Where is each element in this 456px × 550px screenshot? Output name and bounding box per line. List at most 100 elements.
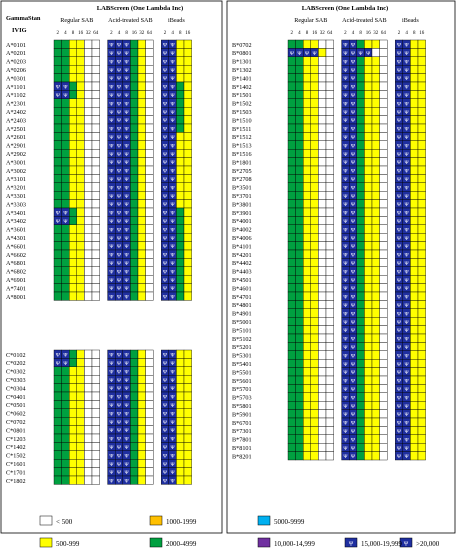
psi-mark: Ψ [171,261,176,267]
heat-cell [183,475,192,485]
psi-mark: Ψ [117,202,122,208]
psi-mark: Ψ [125,118,130,124]
heat-cell [379,359,388,368]
heat-cell [91,417,100,426]
heat-cell [310,39,319,49]
psi-mark: Ψ [405,127,410,133]
heat-cell [371,199,380,209]
psi-mark: Ψ [343,328,348,334]
heat-cell [356,182,365,192]
heat-cell [417,367,426,377]
heat-cell [84,56,93,66]
heat-cell [417,350,426,360]
psi-mark: Ψ [397,286,402,292]
heat-cell [145,425,154,435]
heat-cell [410,182,419,192]
heat-cell [84,391,93,401]
psi-mark: Ψ [163,286,168,292]
allele-label: A*2301 [6,101,26,108]
panel-B [287,39,426,461]
heat-cell [379,426,388,435]
heat-cell [318,174,327,183]
psi-mark: Ψ [125,59,130,65]
dilution-label: 8 [413,31,416,36]
psi-mark: Ψ [109,295,114,301]
heat-cell [356,157,365,167]
psi-mark: Ψ [125,236,130,242]
dilution-label: 8 [306,31,309,36]
heat-cell [145,400,154,409]
allele-label: A*3001 [6,159,26,166]
heat-cell [183,148,192,158]
heat-cell [145,391,154,401]
heat-cell [417,451,426,461]
heat-cell [76,216,85,225]
heat-cell [325,443,334,452]
heat-cell [84,467,93,477]
heat-cell [176,115,185,125]
psi-mark: Ψ [405,152,410,158]
heat-cell [295,73,304,83]
dilution-label: 4 [352,31,355,36]
allele-label: B*4006 [232,235,252,242]
psi-mark: Ψ [109,185,114,191]
heat-cell [137,375,146,384]
heat-cell [68,90,77,100]
heat-cell [364,56,373,66]
heat-cell [371,232,380,242]
heat-cell [356,367,365,377]
psi-mark: Ψ [405,379,410,385]
heat-cell [356,308,365,318]
psi-mark: Ψ [117,278,122,284]
psi-mark: Ψ [109,286,114,292]
psi-mark: Ψ [343,110,348,116]
heat-cell [417,258,426,267]
psi-mark: Ψ [125,169,130,175]
psi-mark: Ψ [125,479,130,485]
heat-cell [318,300,327,309]
heat-cell [410,56,419,66]
psi-mark: Ψ [163,462,168,468]
group-header: iBeads [168,17,185,24]
heat-cell [76,291,85,301]
heat-cell [410,39,419,49]
heat-cell [371,283,380,293]
heat-cell [84,216,93,225]
heat-cell [364,291,373,301]
heat-cell [295,174,304,183]
heat-cell [145,459,154,468]
heat-cell [303,123,312,133]
psi-mark: Ψ [163,236,168,242]
heat-cell [410,266,419,276]
heat-cell [137,73,146,83]
heat-cell [325,73,334,83]
psi-mark: Ψ [163,227,168,233]
psi-mark: Ψ [351,219,356,225]
heat-cell [137,39,146,49]
psi-mark: Ψ [56,85,61,91]
psi-mark: Ψ [171,278,176,284]
heat-cell [76,258,85,267]
heat-cell [91,241,100,251]
psi-mark: Ψ [397,76,402,82]
heat-cell [295,451,304,461]
heat-cell [295,98,304,108]
heat-cell [364,81,373,91]
psi-mark: Ψ [163,479,168,485]
heat-cell [137,366,146,376]
heat-cell [84,433,93,443]
heat-cell [325,207,334,217]
heat-cell [410,417,419,427]
allele-label: C*0401 [6,394,26,401]
heat-cell [145,249,154,259]
heat-cell [130,216,139,225]
heat-cell [318,392,327,402]
psi-mark: Ψ [397,395,402,401]
heat-cell [379,115,388,125]
heat-cell [76,207,85,217]
heat-cell [364,199,373,209]
heat-cell [145,275,154,284]
heat-cell [145,224,154,234]
psi-mark: Ψ [343,127,348,133]
